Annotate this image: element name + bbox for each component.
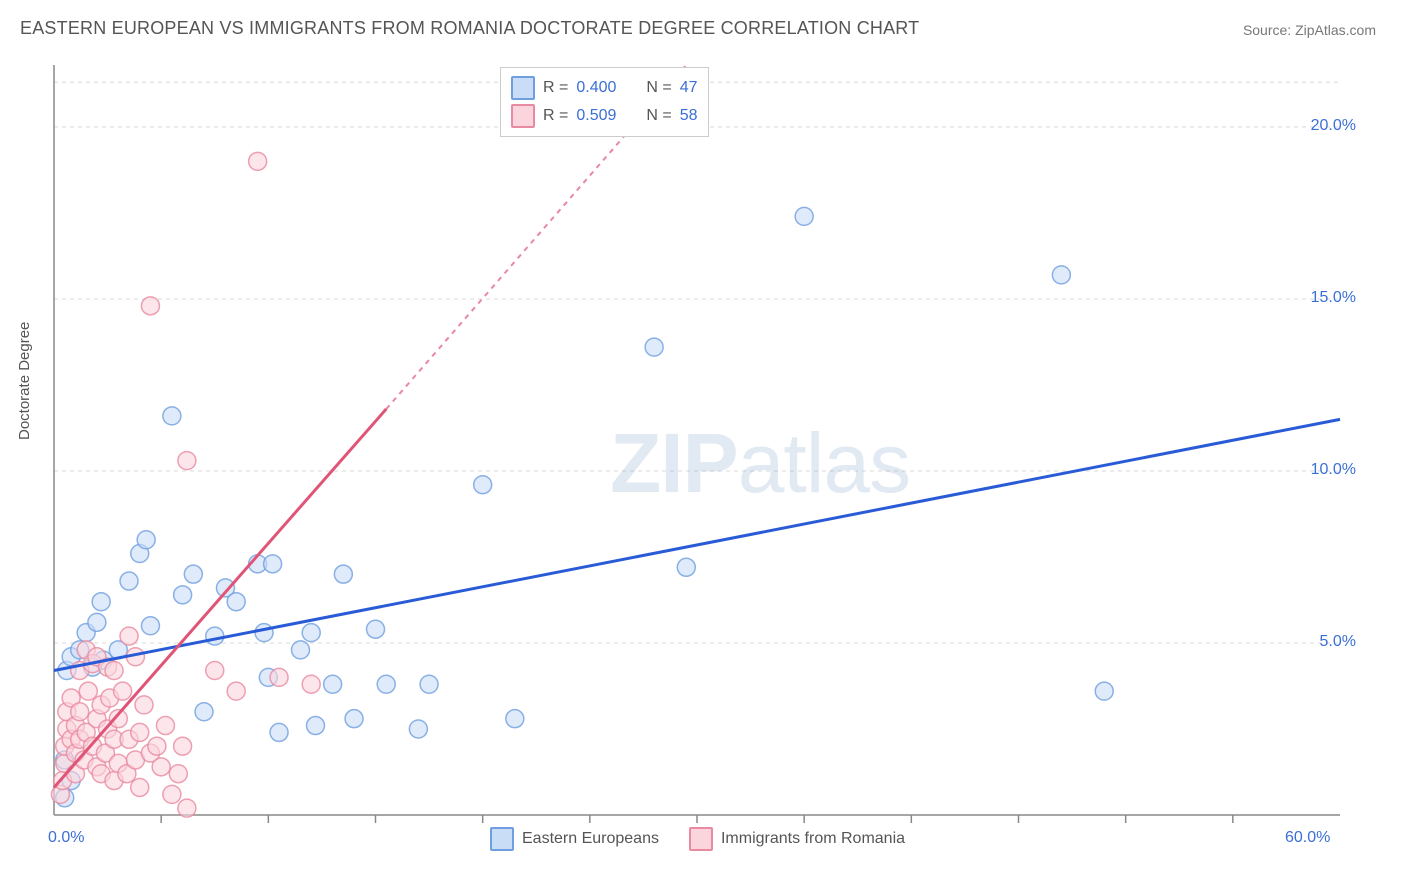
correlation-legend: R = 0.400 N = 47 R = 0.509 N = 58 — [500, 67, 709, 137]
x-tick-label: 0.0% — [48, 829, 84, 847]
legend-row: R = 0.509 N = 58 — [511, 102, 698, 130]
legend-n-label: N = — [646, 79, 671, 97]
y-tick-label: 15.0% — [1311, 289, 1356, 307]
scatter-plot-svg — [50, 55, 1360, 855]
legend-row: R = 0.400 N = 47 — [511, 74, 698, 102]
legend-r-label: R = — [543, 107, 568, 125]
legend-swatch — [511, 104, 535, 128]
legend-series-label: Immigrants from Romania — [721, 830, 905, 848]
legend-n-label: N = — [646, 107, 671, 125]
legend-swatch — [511, 76, 535, 100]
x-tick-label: 60.0% — [1285, 829, 1330, 847]
legend-n-value: 58 — [680, 107, 698, 125]
legend-swatch — [689, 827, 713, 851]
legend-swatch — [490, 827, 514, 851]
legend-r-value: 0.400 — [576, 79, 616, 97]
legend-n-value: 47 — [680, 79, 698, 97]
y-tick-label: 20.0% — [1311, 117, 1356, 135]
source-label: Source: ZipAtlas.com — [1243, 22, 1376, 38]
legend-item: Eastern Europeans — [490, 827, 659, 851]
chart-title: EASTERN EUROPEAN VS IMMIGRANTS FROM ROMA… — [20, 18, 919, 39]
y-tick-label: 5.0% — [1320, 633, 1356, 651]
legend-r-value: 0.509 — [576, 107, 616, 125]
series-legend: Eastern Europeans Immigrants from Romania — [490, 827, 905, 851]
chart-area: ZIPatlas R =0.400N =47R =0.509N =58 East… — [50, 55, 1360, 835]
legend-item: Immigrants from Romania — [689, 827, 905, 851]
y-axis-label: Doctorate Degree — [16, 322, 33, 440]
legend-r-label: R = — [543, 79, 568, 97]
y-tick-label: 10.0% — [1311, 461, 1356, 479]
legend-series-label: Eastern Europeans — [522, 830, 659, 848]
